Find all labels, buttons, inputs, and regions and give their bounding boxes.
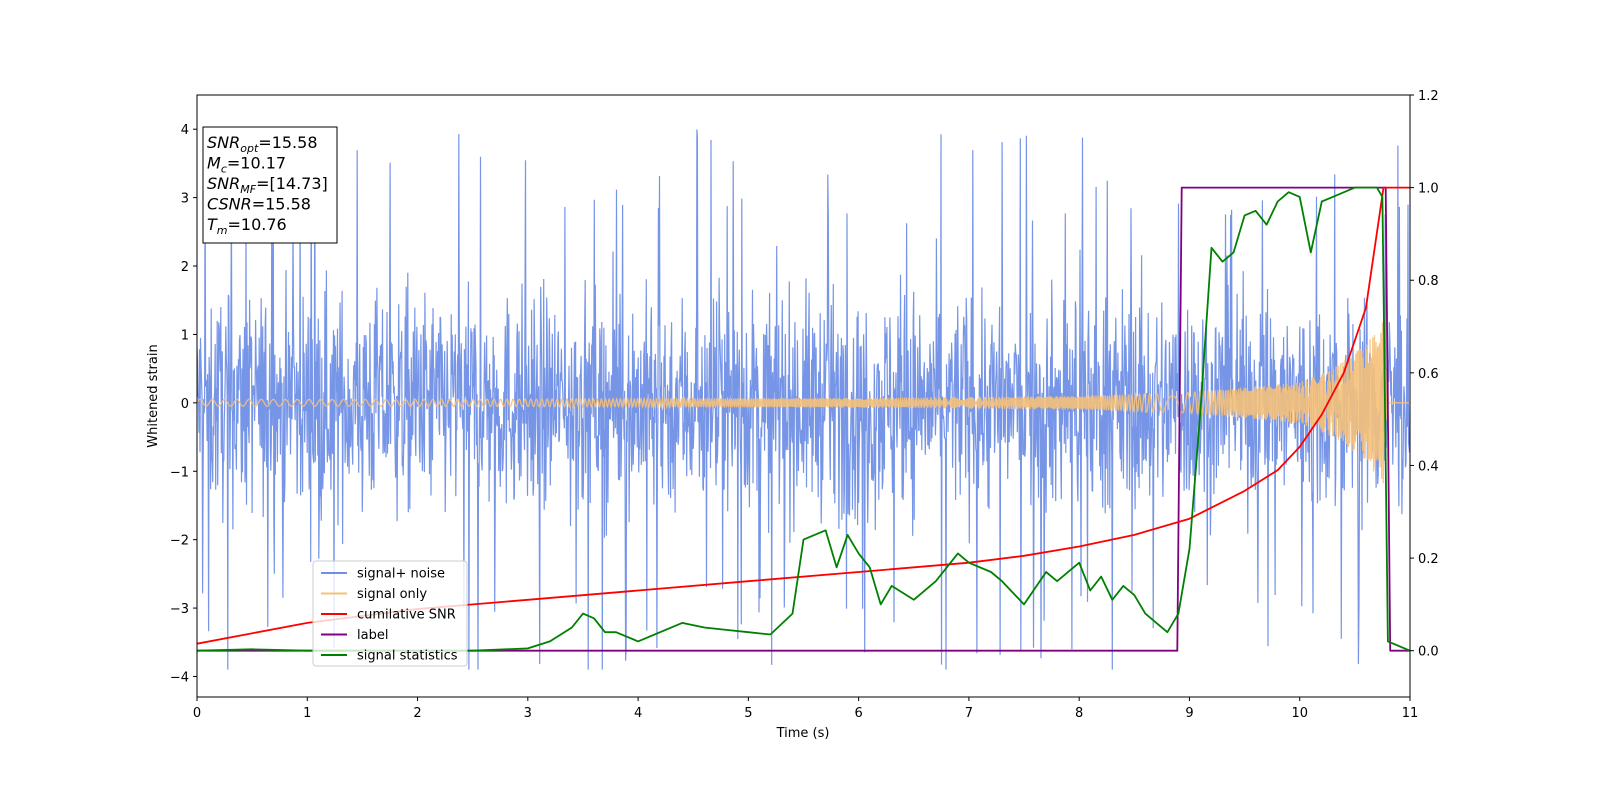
x-tick-label: 9 xyxy=(1185,706,1193,721)
y-tick-label-right: 0.8 xyxy=(1418,274,1439,289)
plot-frame xyxy=(196,94,1411,698)
x-tick-label: 0 xyxy=(193,706,201,721)
annotation-line: SNRMF=[14.73] xyxy=(207,174,328,196)
y-tick-label-left: 4 xyxy=(181,123,189,138)
legend-label: cumilative SNR xyxy=(357,608,456,623)
y-tick-label-right: 1.0 xyxy=(1418,182,1439,197)
legend: signal+ noise signal only cumilative SNR la… xyxy=(312,560,468,667)
series-cumilative-snr xyxy=(197,186,1410,645)
x-tick-label: 4 xyxy=(634,706,642,721)
x-tick-label: 11 xyxy=(1402,706,1419,721)
x-tick-label: 2 xyxy=(413,706,421,721)
series-signal-only xyxy=(197,322,1410,484)
y-tick-label-left: −2 xyxy=(170,534,189,549)
y-tick-label-right: 0.4 xyxy=(1418,459,1439,474)
y-axis-label: Whitened strain xyxy=(146,344,161,447)
annotation-line: CSNR=15.58 xyxy=(207,195,311,214)
x-tick-label: 1 xyxy=(303,706,311,721)
y-tick-label-left: −3 xyxy=(170,602,189,617)
y-tick-label-left: 0 xyxy=(181,397,189,412)
y-tick-label-right: 0.2 xyxy=(1418,552,1439,567)
x-axis-label: Time (s) xyxy=(776,726,830,741)
series-signal-statistics xyxy=(197,186,1410,652)
legend-label: label xyxy=(357,628,388,643)
x-tick-label: 6 xyxy=(854,706,862,721)
y-tick-label-right: 0.0 xyxy=(1418,645,1439,660)
series-label xyxy=(197,186,1410,652)
legend-label: signal statistics xyxy=(357,649,458,664)
y-tick-label-right: 0.6 xyxy=(1418,367,1439,382)
x-tick-label: 3 xyxy=(524,706,532,721)
x-tick-label: 10 xyxy=(1291,706,1308,721)
legend-frame xyxy=(312,560,468,667)
series-signal-noise xyxy=(197,129,1410,670)
annotation-line: Mc=10.17 xyxy=(207,154,286,176)
y-tick-label-left: −4 xyxy=(170,670,189,685)
y-tick-label-left: −1 xyxy=(170,465,189,480)
annotation-line: SNRopt=15.58 xyxy=(207,133,318,155)
y-tick-label-left: 1 xyxy=(181,328,189,343)
annotation-line: Tm=10.76 xyxy=(207,215,287,237)
y-tick-label-left: 3 xyxy=(181,192,189,207)
legend-label: signal+ noise xyxy=(357,567,445,582)
x-tick-label: 5 xyxy=(744,706,752,721)
y-tick-label-left: 2 xyxy=(181,260,189,275)
annotation-box: SNRopt=15.58Mc=10.17SNRMF=[14.73]CSNR=15… xyxy=(202,126,338,244)
legend-label: signal only xyxy=(357,587,427,602)
x-tick-label: 8 xyxy=(1075,706,1083,721)
y-tick-label-right: 1.2 xyxy=(1418,89,1439,104)
x-tick-label: 7 xyxy=(965,706,973,721)
annotation-box-frame xyxy=(202,126,338,244)
